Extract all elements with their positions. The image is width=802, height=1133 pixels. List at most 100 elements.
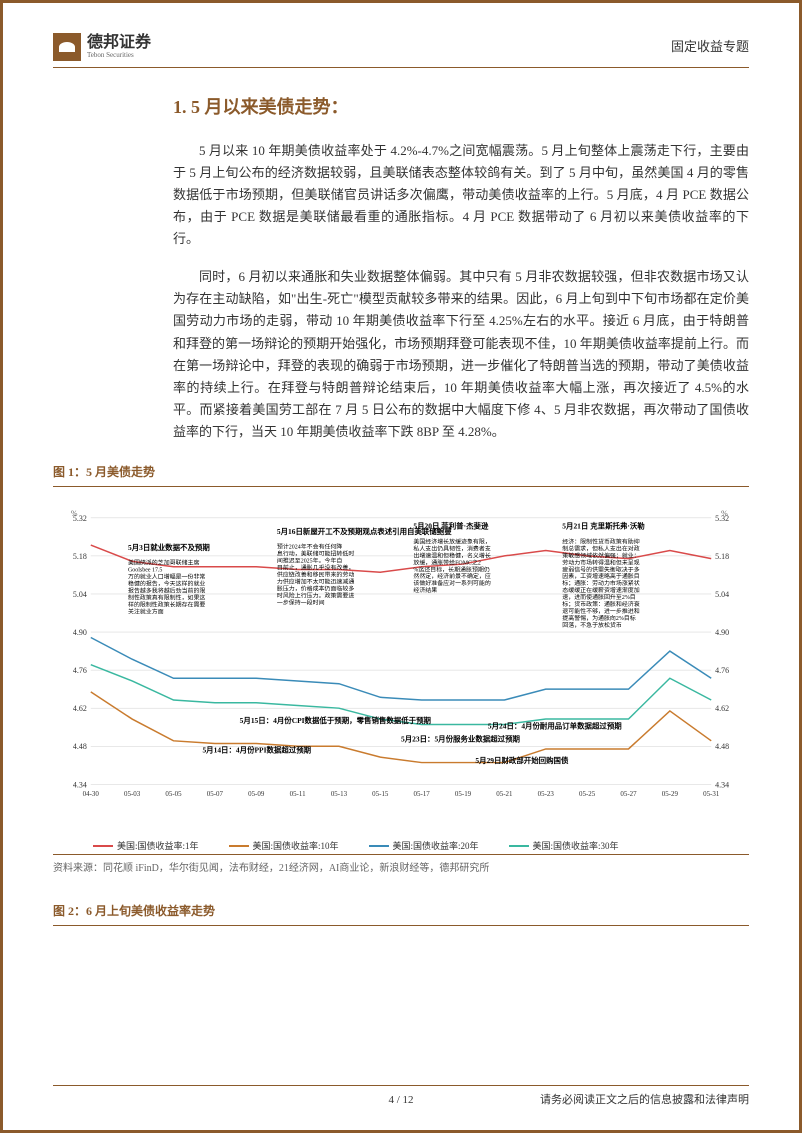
svg-text:然然定，经济前景不确定，应: 然然定，经济前景不确定，应 bbox=[413, 572, 490, 580]
svg-text:5.04: 5.04 bbox=[715, 590, 729, 599]
svg-text:4.62: 4.62 bbox=[73, 704, 87, 713]
header-topic: 固定收益专题 bbox=[671, 37, 749, 58]
legend-item: 美国:国债收益率:30年 bbox=[509, 839, 619, 853]
svg-text:出增速温和但稳健，名义增长: 出增速温和但稳健，名义增长 bbox=[413, 552, 490, 560]
company-logo: 德邦证券 Tebon Securities bbox=[53, 33, 151, 61]
svg-text:一步保持一段时间: 一步保持一段时间 bbox=[277, 599, 325, 607]
footer-disclaimer: 请务必阅读正文之后的信息披露和法律声明 bbox=[540, 1092, 749, 1110]
svg-text:4.34: 4.34 bbox=[715, 781, 729, 790]
svg-text:美国经济增长放缓迹象有限，: 美国经济增长放缓迹象有限， bbox=[413, 538, 490, 546]
svg-text:5.32: 5.32 bbox=[715, 514, 729, 523]
svg-text:4.76: 4.76 bbox=[715, 666, 729, 675]
svg-text:5月21日 克里斯托弗·沃勒: 5月21日 克里斯托弗·沃勒 bbox=[562, 521, 645, 531]
svg-text:5.18: 5.18 bbox=[73, 552, 87, 561]
svg-text:制性政策真有限制性，如果这: 制性政策真有限制性，如果这 bbox=[128, 594, 205, 602]
svg-text:5月23日：5月份服务业数据超过预期: 5月23日：5月份服务业数据超过预期 bbox=[401, 734, 521, 744]
figure-1-chart: %%4.344.344.484.484.624.624.764.764.904.… bbox=[53, 495, 749, 835]
figure-1-label: 图 1：5 月美债走势 bbox=[53, 463, 749, 487]
svg-text:预计2024年不会有任何降: 预计2024年不会有任何降 bbox=[277, 543, 343, 551]
svg-text:05-31: 05-31 bbox=[703, 790, 720, 798]
svg-text:万的就业人口增幅是一份非常: 万的就业人口增幅是一份非常 bbox=[128, 573, 205, 581]
svg-text:放缓，通胀带给FOMC之2: 放缓，通胀带给FOMC之2 bbox=[413, 559, 480, 567]
svg-text:5月14日：4月份PPI数据超过预期: 5月14日：4月份PPI数据超过预期 bbox=[202, 745, 311, 755]
figure-1-source: 资料来源：同花顺 iFinD，华尔街见闻，法布财经，21经济网，AI商业论，新浪… bbox=[53, 854, 749, 877]
page-number: 4 / 12 bbox=[388, 1092, 413, 1110]
svg-text:05-07: 05-07 bbox=[207, 790, 224, 798]
legend-item: 美国:国债收益率:10年 bbox=[229, 839, 339, 853]
svg-text:4.90: 4.90 bbox=[73, 628, 87, 637]
svg-text:05-21: 05-21 bbox=[496, 790, 513, 798]
svg-text:因素，工资增速略高于通胀目: 因素，工资增速略高于通胀目 bbox=[562, 572, 639, 580]
svg-text:疲弱信号的供需失衡取决于多: 疲弱信号的供需失衡取决于多 bbox=[562, 565, 639, 573]
svg-text:报告越多我将越后劲当前的限: 报告越多我将越后劲当前的限 bbox=[128, 587, 205, 595]
svg-text:%迄还目标，长期通胀预期仍: %迄还目标，长期通胀预期仍 bbox=[413, 565, 489, 573]
svg-text:5.32: 5.32 bbox=[73, 514, 87, 523]
svg-text:05-05: 05-05 bbox=[165, 790, 182, 798]
svg-text:05-13: 05-13 bbox=[331, 790, 348, 798]
svg-text:05-17: 05-17 bbox=[414, 790, 431, 798]
svg-text:回落，不急于放松货币: 回落，不急于放松货币 bbox=[562, 621, 622, 629]
document-page: 德邦证券 Tebon Securities 固定收益专题 1. 5 月以来美债走… bbox=[0, 0, 802, 1133]
svg-text:5月15日：4月份CPI数据低于预期，零售销售数据低于预期: 5月15日：4月份CPI数据低于预期，零售销售数据低于预期 bbox=[240, 715, 432, 725]
chart-legend: 美国:国债收益率:1年 美国:国债收益率:10年 美国:国债收益率:20年 美国:国债… bbox=[53, 839, 749, 853]
svg-text:4.34: 4.34 bbox=[73, 781, 87, 790]
svg-text:5月29日财政部开始回购国债: 5月29日财政部开始回购国债 bbox=[475, 755, 569, 765]
paragraph-2: 同时，6 月初以来通胀和失业数据整体偏弱。其中只有 5 月非农数据较强，但非农数… bbox=[173, 266, 749, 443]
svg-text:4.48: 4.48 bbox=[715, 742, 729, 751]
svg-text:息行动，美联储可能扭转低时: 息行动，美联储可能扭转低时 bbox=[277, 550, 354, 558]
svg-text:Goolsbee 17.5: Goolsbee 17.5 bbox=[128, 568, 162, 574]
svg-text:05-29: 05-29 bbox=[662, 790, 679, 798]
svg-text:05-03: 05-03 bbox=[124, 790, 141, 798]
page-footer: 4 / 12 请务必阅读正文之后的信息披露和法律声明 bbox=[53, 1085, 749, 1110]
svg-text:稳健的报告，今天这样的就业: 稳健的报告，今天这样的就业 bbox=[128, 580, 205, 588]
svg-text:经济：限制性货币政策有助抑: 经济：限制性货币政策有助抑 bbox=[562, 538, 639, 546]
svg-text:5.04: 5.04 bbox=[73, 590, 87, 599]
svg-text:04-30: 04-30 bbox=[83, 790, 100, 798]
svg-text:制总需求，但私人支出在对政: 制总需求，但私人支出在对政 bbox=[562, 545, 639, 553]
svg-text:策敏感领域依然偏强；就业：: 策敏感领域依然偏强；就业： bbox=[562, 552, 639, 560]
svg-text:4.62: 4.62 bbox=[715, 704, 729, 713]
svg-text:速，进而使通胀回升至2%目: 速，进而使通胀回升至2%目 bbox=[562, 593, 635, 601]
svg-text:关注就业方面: 关注就业方面 bbox=[128, 608, 164, 616]
svg-text:态缓缓正在缓薪资增速渐度加: 态缓缓正在缓薪资增速渐度加 bbox=[562, 586, 639, 594]
svg-text:05-11: 05-11 bbox=[290, 790, 306, 798]
svg-text:05-09: 05-09 bbox=[248, 790, 265, 798]
logo-english: Tebon Securities bbox=[87, 52, 151, 60]
svg-text:标；货币政策：通胀和经济衰: 标；货币政策：通胀和经济衰 bbox=[562, 600, 639, 608]
figure-2-label: 图 2：6 月上旬美债收益率走势 bbox=[53, 902, 749, 926]
logo-icon bbox=[53, 33, 81, 61]
svg-text:5月3日就业数据不及预期: 5月3日就业数据不及预期 bbox=[128, 542, 210, 552]
svg-text:5.18: 5.18 bbox=[715, 552, 729, 561]
svg-text:退可能性不够，进一步推进和: 退可能性不够，进一步推进和 bbox=[562, 607, 639, 615]
svg-text:提高警惕，为通胀向2%目标: 提高警惕，为通胀向2%目标 bbox=[562, 614, 635, 622]
logo-chinese: 德邦证券 bbox=[87, 34, 151, 52]
svg-text:胀压力，价格成本仍面临较多: 胀压力，价格成本仍面临较多 bbox=[277, 585, 354, 593]
page-header: 德邦证券 Tebon Securities 固定收益专题 bbox=[53, 33, 749, 68]
svg-text:05-23: 05-23 bbox=[538, 790, 555, 798]
svg-text:05-27: 05-27 bbox=[620, 790, 637, 798]
svg-text:供应链改善和移民带来的劳动: 供应链改善和移民带来的劳动 bbox=[277, 571, 354, 579]
svg-text:5月20日 菲利普·杰斐逊: 5月20日 菲利普·杰斐逊 bbox=[413, 521, 489, 531]
chart-svg: %%4.344.344.484.484.624.624.764.764.904.… bbox=[53, 495, 749, 835]
svg-text:标；通胀：劳动力市场涨紧状: 标；通胀：劳动力市场涨紧状 bbox=[562, 579, 639, 587]
svg-text:05-19: 05-19 bbox=[455, 790, 472, 798]
svg-text:4.76: 4.76 bbox=[73, 666, 87, 675]
svg-text:5月24日：4月份耐用品订单数据超过预期: 5月24日：4月份耐用品订单数据超过预期 bbox=[488, 721, 622, 731]
legend-item: 美国:国债收益率:20年 bbox=[369, 839, 479, 853]
svg-text:时风险上行压力。政策需要进: 时风险上行压力。政策需要进 bbox=[277, 592, 354, 600]
section-title: 1. 5 月以来美债走势： bbox=[173, 93, 749, 122]
svg-text:间推迟至2025年。今年自: 间推迟至2025年。今年自 bbox=[277, 557, 343, 565]
svg-text:私人支出仍具韧性，消费者支: 私人支出仍具韧性，消费者支 bbox=[413, 545, 490, 553]
logo-text-block: 德邦证券 Tebon Securities bbox=[87, 34, 151, 59]
svg-text:美国鸽派的芝加哥联储主席: 美国鸽派的芝加哥联储主席 bbox=[128, 559, 199, 567]
svg-text:力供应增加不太可能迅速减通: 力供应增加不太可能迅速减通 bbox=[277, 578, 354, 586]
svg-text:经济结果: 经济结果 bbox=[413, 586, 437, 594]
paragraph-1: 5 月以来 10 年期美债收益率处于 4.2%-4.7%之间宽幅震荡。5 月上旬… bbox=[173, 140, 749, 250]
legend-item: 美国:国债收益率:1年 bbox=[93, 839, 199, 853]
svg-text:4.90: 4.90 bbox=[715, 628, 729, 637]
svg-text:4.48: 4.48 bbox=[73, 742, 87, 751]
svg-text:目前止，通胀几乎没有改善，: 目前止，通胀几乎没有改善， bbox=[277, 564, 354, 572]
svg-text:该做好准备应对一系列可能的: 该做好准备应对一系列可能的 bbox=[413, 579, 490, 587]
svg-text:劳动力市场转得温和但未呈现: 劳动力市场转得温和但未呈现 bbox=[562, 559, 639, 567]
svg-text:样的限制性政策长期存在需要: 样的限制性政策长期存在需要 bbox=[128, 601, 205, 609]
